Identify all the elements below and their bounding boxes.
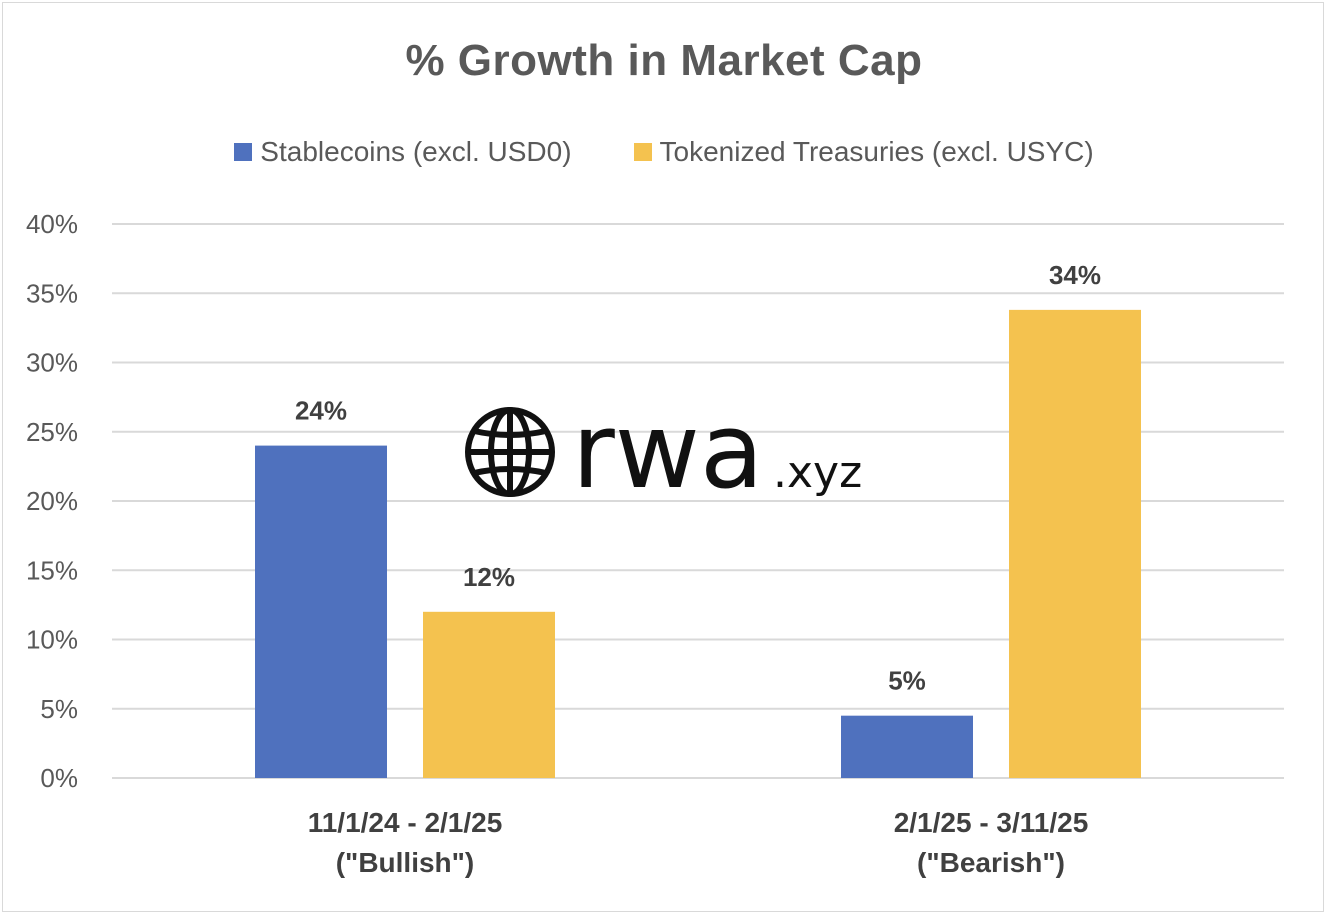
globe-icon <box>465 407 555 497</box>
y-tick-label: 10% <box>26 625 78 655</box>
legend-swatch-stablecoins <box>234 143 253 161</box>
legend-swatch-treasuries <box>633 143 652 161</box>
legend: Stablecoins (excl. USD0) Tokenized Treas… <box>0 136 1328 168</box>
category-label: 2/1/25 - 3/11/25 <box>894 807 1089 838</box>
chart-title: % Growth in Market Cap <box>405 36 923 85</box>
bar <box>841 715 973 778</box>
y-tick-label: 0% <box>40 763 78 793</box>
legend-item-treasuries: Tokenized Treasuries (excl. USYC) <box>633 136 1094 168</box>
y-tick-label: 5% <box>40 694 78 724</box>
data-label: 5% <box>888 666 926 696</box>
data-labels: 24% 12% 5% 34% <box>295 260 1101 696</box>
bars <box>255 309 1141 778</box>
y-tick-label: 35% <box>26 278 78 308</box>
watermark-suffix: .xyz <box>773 447 862 498</box>
y-tick-label: 25% <box>26 417 78 447</box>
y-tick-label: 20% <box>26 486 78 516</box>
bar <box>255 445 387 778</box>
legend-label-stablecoins: Stablecoins (excl. USD0) <box>260 136 572 167</box>
legend-label-treasuries: Tokenized Treasuries (excl. USYC) <box>659 136 1094 167</box>
y-tick-label: 30% <box>26 348 78 378</box>
data-label: 24% <box>295 396 347 426</box>
category-label: 11/1/24 - 2/1/25 <box>308 807 503 838</box>
y-axis-ticks: 0% 5% 10% 15% 20% 25% 30% 35% 40% <box>26 209 78 793</box>
legend-item-stablecoins: Stablecoins (excl. USD0) <box>234 136 572 168</box>
category-labels: 11/1/24 - 2/1/25 ("Bullish") 2/1/25 - 3/11… <box>308 807 1089 878</box>
category-label: ("Bearish") <box>917 847 1065 878</box>
data-label: 12% <box>463 562 515 592</box>
watermark-logo: rwa .xyz <box>465 390 862 512</box>
category-label: ("Bullish") <box>336 847 475 878</box>
bar <box>423 611 555 778</box>
watermark-text: rwa <box>572 390 764 512</box>
y-tick-label: 40% <box>26 209 78 239</box>
data-label: 34% <box>1049 260 1101 290</box>
y-tick-label: 15% <box>26 555 78 585</box>
bar <box>1009 309 1141 778</box>
